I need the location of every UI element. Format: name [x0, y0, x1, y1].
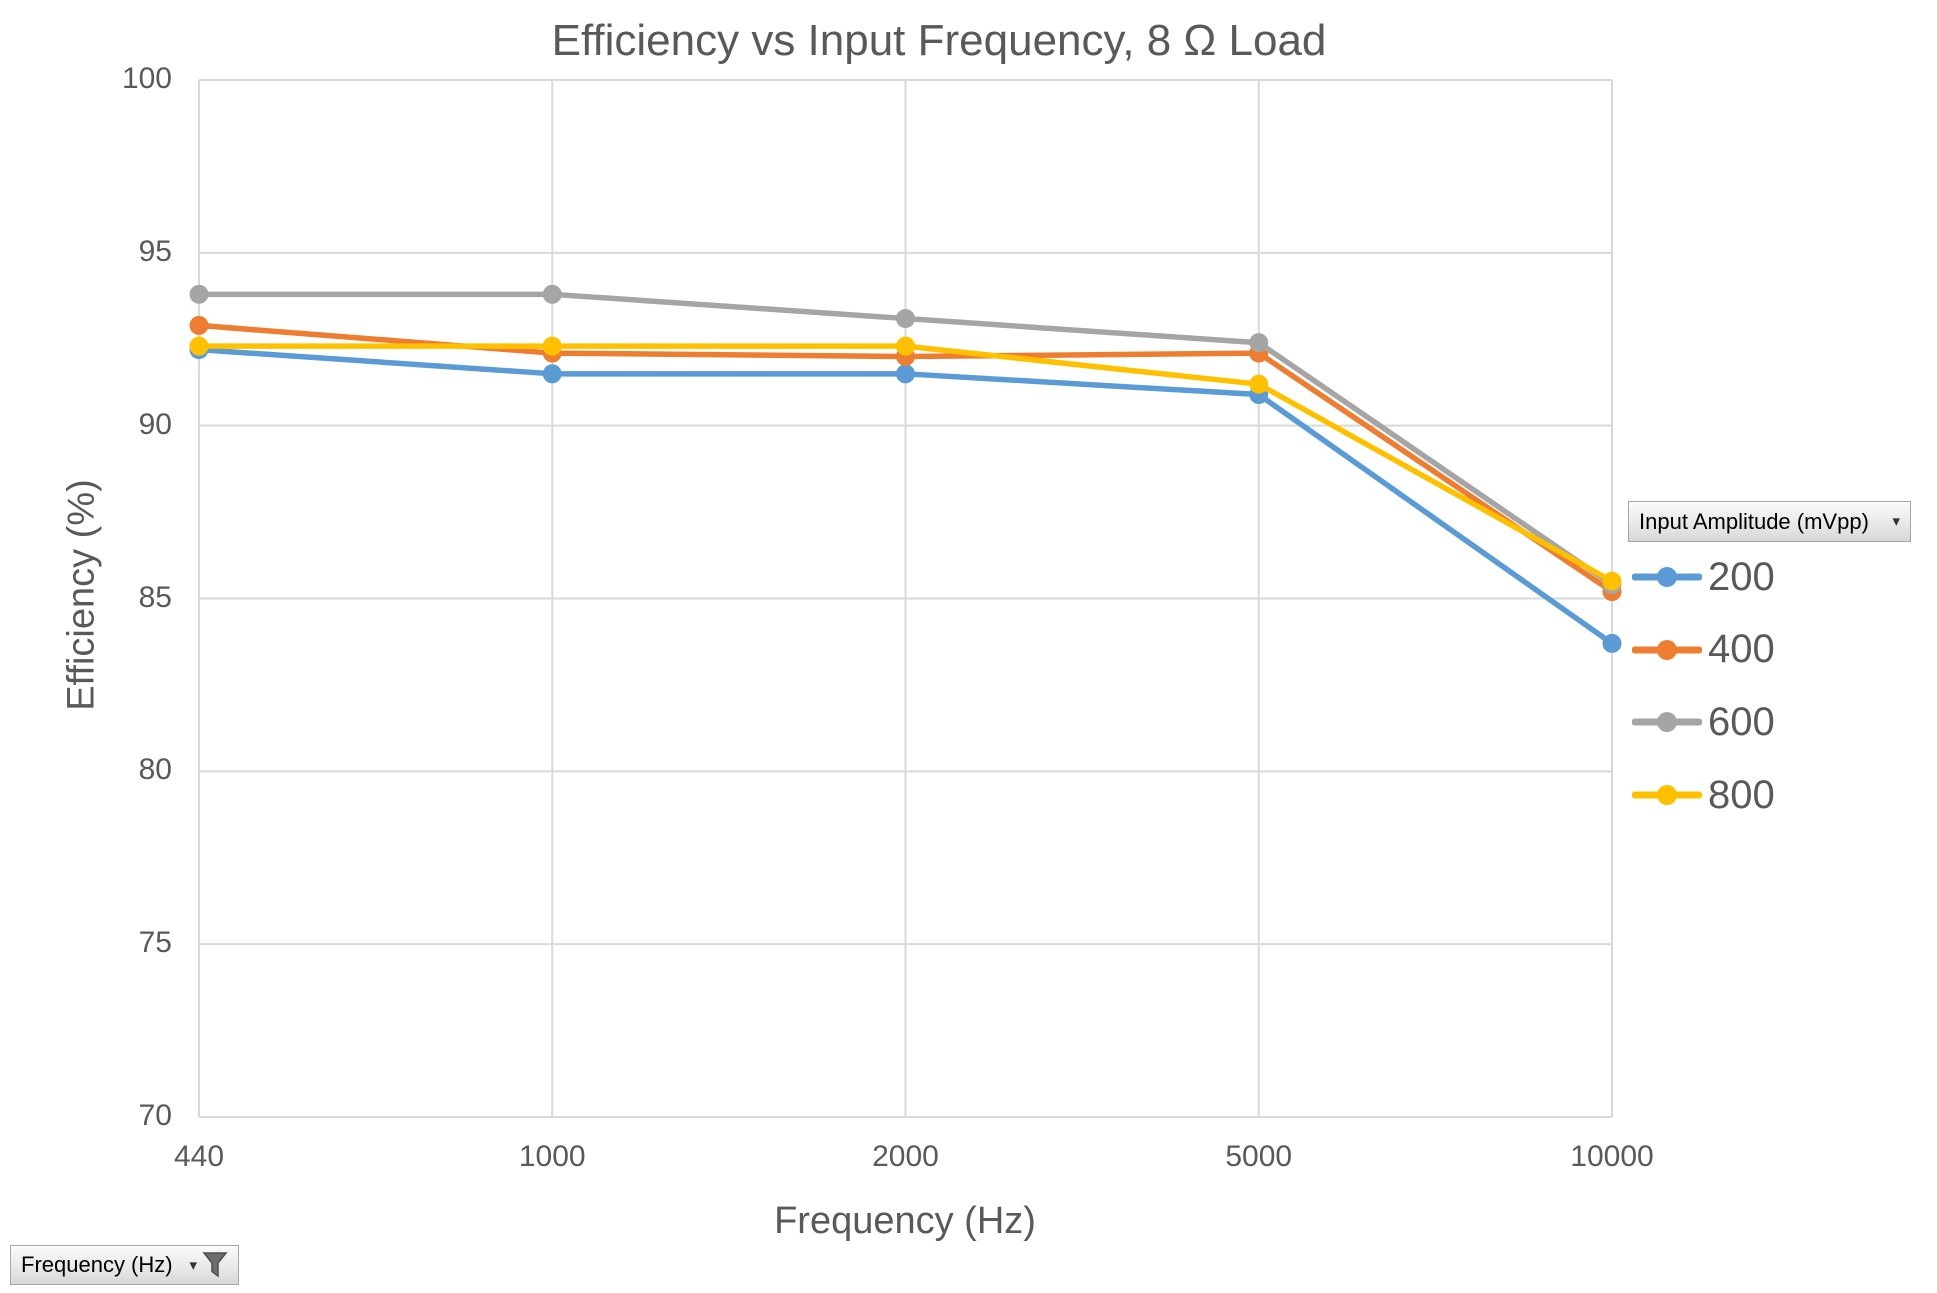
legend-line-marker-icon	[1632, 785, 1702, 806]
y-tick-label: 90	[138, 407, 172, 441]
y-tick-label: 70	[138, 1099, 172, 1132]
data-point-800	[1249, 374, 1269, 394]
data-point-200	[1602, 633, 1622, 653]
y-axis-title: Efficiency (%)	[60, 479, 103, 711]
y-tick-label: 85	[138, 580, 172, 614]
x-tick-label: 440	[173, 1140, 225, 1173]
chart-title: Efficiency vs Input Frequency, 8 Ω Load	[551, 16, 1327, 65]
y-tick-label: 75	[138, 926, 172, 960]
x-tick-label: 1000	[518, 1140, 586, 1173]
legend-line-marker-icon	[1632, 639, 1702, 660]
data-point-400	[189, 315, 209, 335]
legend-entry-800: 800	[1632, 770, 1775, 820]
legend-label: 400	[1708, 627, 1775, 672]
legend-field-button[interactable]: Input Amplitude (mVpp) ▾	[1628, 501, 1911, 542]
legend-entry-400: 400	[1632, 625, 1775, 675]
chevron-down-icon[interactable]: ▾	[1892, 513, 1900, 530]
data-point-600	[896, 309, 915, 329]
legend-label: 800	[1708, 772, 1775, 817]
chevron-down-icon[interactable]: ▾	[189, 1256, 197, 1274]
axis-field-button-label: Frequency (Hz)	[21, 1252, 173, 1277]
legend-entry-600: 600	[1632, 697, 1775, 747]
legend-entry-200: 200	[1632, 552, 1775, 602]
legend-label: 200	[1708, 554, 1775, 599]
filter-funnel-icon[interactable]	[202, 1251, 228, 1279]
x-tick-label: 2000	[872, 1140, 939, 1173]
data-point-200	[896, 364, 915, 384]
data-point-800	[542, 336, 562, 356]
x-tick-label: 10000	[1570, 1140, 1654, 1173]
legend-label: 600	[1708, 699, 1775, 744]
legend-line-marker-icon	[1632, 712, 1702, 733]
data-point-800	[189, 336, 209, 356]
x-axis-title: Frequency (Hz)	[774, 1200, 1036, 1242]
y-tick-label: 95	[138, 234, 172, 268]
data-point-800	[1602, 571, 1622, 591]
data-point-600	[1249, 333, 1269, 353]
legend-field-button-label: Input Amplitude (mVpp)	[1639, 508, 1869, 534]
data-point-600	[189, 284, 209, 304]
x-tick-label: 5000	[1225, 1140, 1293, 1173]
y-tick-label: 80	[138, 753, 172, 787]
data-point-800	[896, 336, 915, 356]
data-point-600	[542, 284, 562, 304]
data-point-200	[542, 364, 562, 384]
y-tick-label: 100	[121, 62, 172, 95]
legend-line-marker-icon	[1632, 567, 1702, 587]
axis-field-filter-button[interactable]: Frequency (Hz) ▾	[10, 1245, 239, 1285]
